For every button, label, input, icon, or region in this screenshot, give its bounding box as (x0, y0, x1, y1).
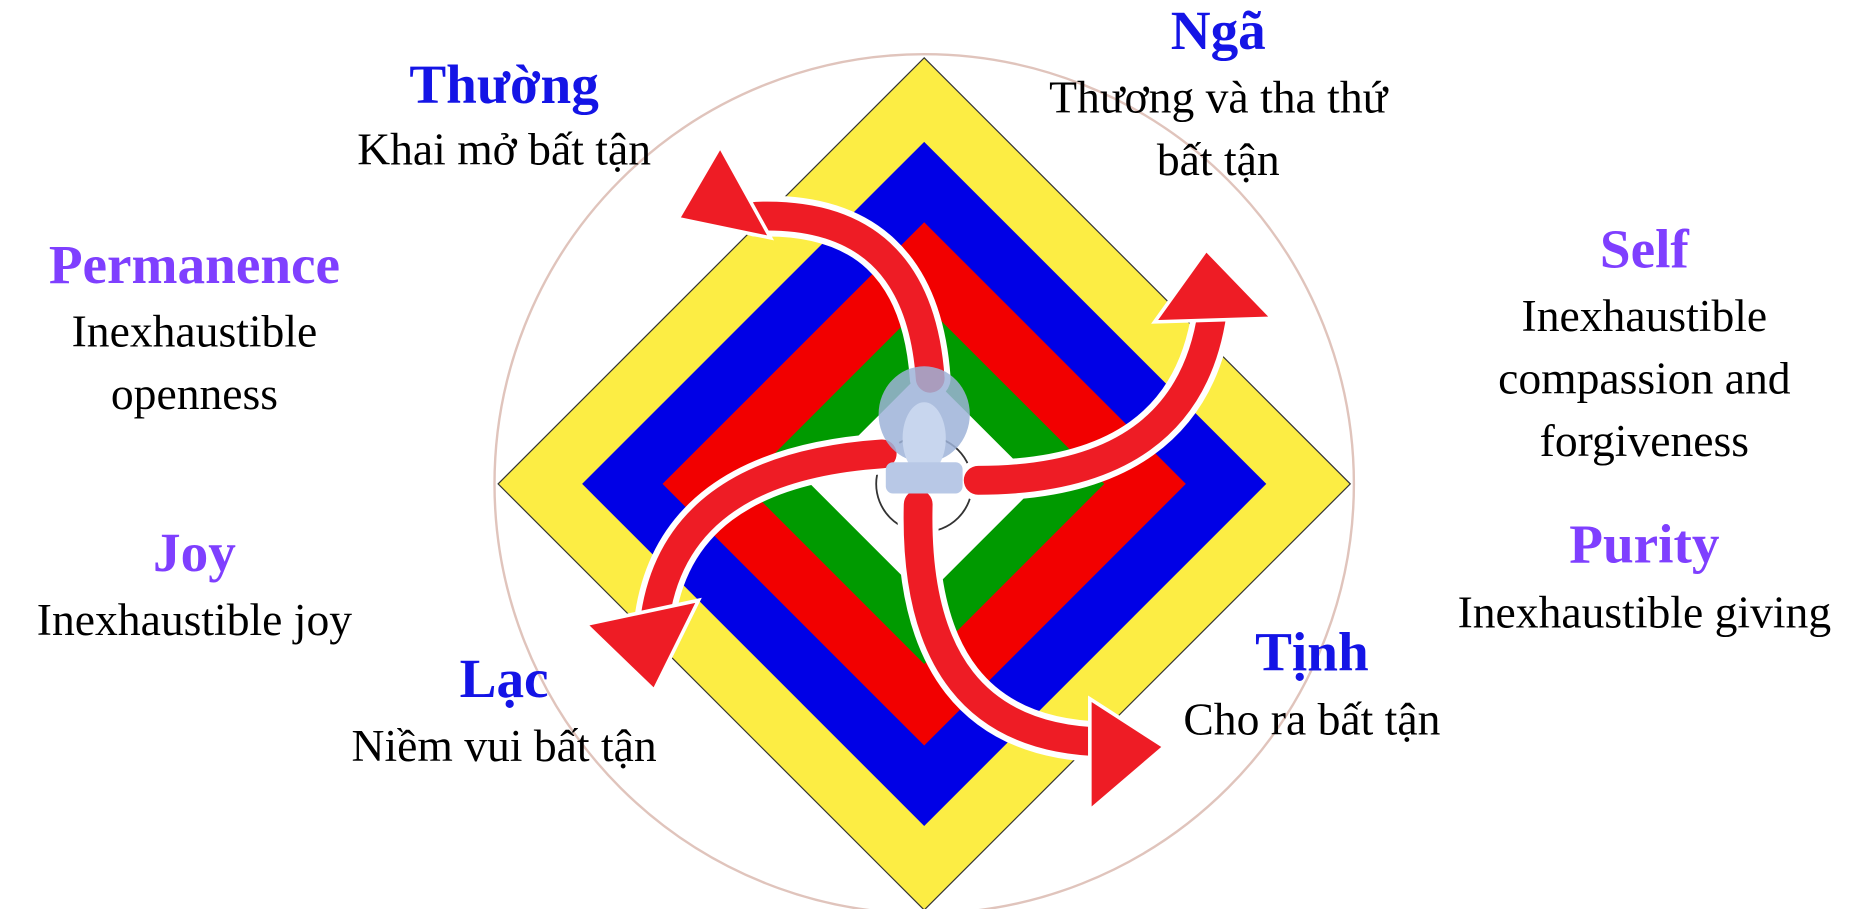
diagram: Thường Khai mở bất tận Ngã Thương và tha th… (0, 0, 1870, 909)
label-text: compassion and (1498, 353, 1791, 404)
label-text: bất tận (1157, 134, 1280, 185)
label-text: Khai mở bất tận (357, 123, 651, 174)
label-title: Joy (153, 522, 236, 583)
label-title: Lạc (460, 648, 549, 709)
label-text: openness (111, 368, 278, 419)
label-title: Purity (1569, 514, 1720, 575)
label-title: Tịnh (1255, 622, 1369, 683)
label-title: Permanence (49, 234, 340, 295)
label-text: Inexhaustible (1522, 290, 1768, 341)
label-text: Inexhaustible joy (37, 594, 352, 645)
label-title: Ngã (1171, 0, 1266, 61)
label-text: Inexhaustible (72, 306, 318, 357)
label-title: Self (1600, 218, 1690, 279)
label-text: Cho ra bất tận (1183, 693, 1440, 744)
statue (879, 366, 970, 493)
label-text: Inexhaustible giving (1458, 587, 1832, 638)
label-text: Niềm vui bất tận (352, 720, 657, 771)
label-text: Thương và tha thứ (1049, 72, 1388, 123)
label-text: forgiveness (1540, 415, 1749, 466)
label-title: Thường (409, 54, 599, 115)
